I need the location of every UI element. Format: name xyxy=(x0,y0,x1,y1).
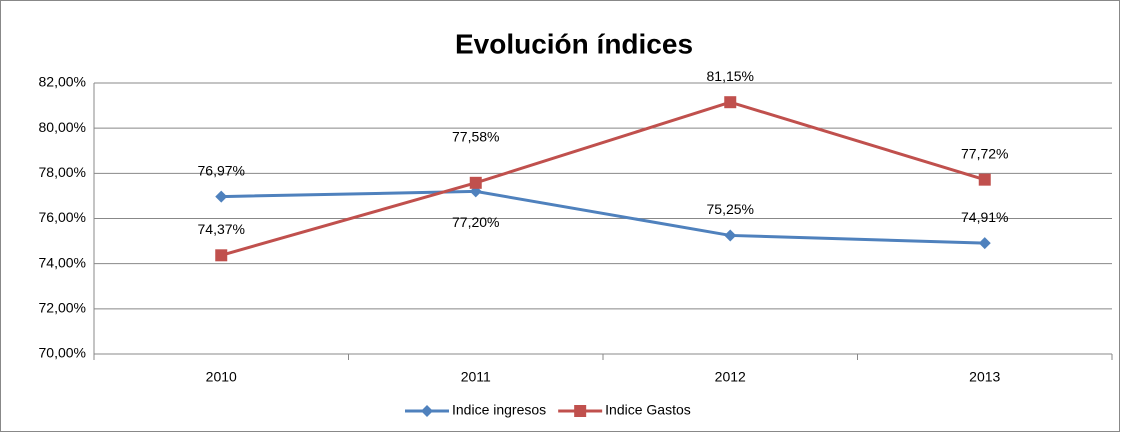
data-label: 74,37% xyxy=(198,221,245,237)
marker xyxy=(724,96,737,109)
chart-title: Evolución índices xyxy=(455,28,693,59)
marker xyxy=(215,249,228,262)
marker xyxy=(724,229,737,242)
y-tick-label: 70,00% xyxy=(39,345,86,361)
marker xyxy=(469,176,482,189)
data-label: 77,72% xyxy=(961,145,1008,161)
legend-marker xyxy=(574,405,587,417)
y-tick-label: 72,00% xyxy=(39,300,86,316)
x-tick-label: 2012 xyxy=(715,369,746,385)
y-tick-label: 78,00% xyxy=(39,164,86,180)
marker xyxy=(978,173,991,186)
x-tick-label: 2010 xyxy=(206,369,237,385)
data-label: 76,97% xyxy=(198,162,245,178)
data-label: 81,15% xyxy=(707,68,754,84)
marker xyxy=(215,190,228,203)
x-tick-label: 2013 xyxy=(969,369,1000,385)
series-line xyxy=(220,100,986,257)
x-tick-label: 2011 xyxy=(461,369,491,385)
series-line xyxy=(221,189,985,245)
y-tick-label: 80,00% xyxy=(39,119,86,135)
y-tick-label: 82,00% xyxy=(39,74,86,90)
data-label: 77,58% xyxy=(452,129,499,145)
y-tick-label: 76,00% xyxy=(39,209,86,225)
y-tick-label: 74,00% xyxy=(39,254,86,270)
legend-marker xyxy=(421,405,433,417)
legend-label: Indice Gastos xyxy=(605,402,691,418)
data-label: 77,20% xyxy=(452,214,499,230)
data-label: 75,25% xyxy=(707,201,754,217)
data-label: 74,91% xyxy=(961,209,1008,225)
marker xyxy=(978,237,991,250)
legend-label: Indice ingresos xyxy=(452,402,546,418)
